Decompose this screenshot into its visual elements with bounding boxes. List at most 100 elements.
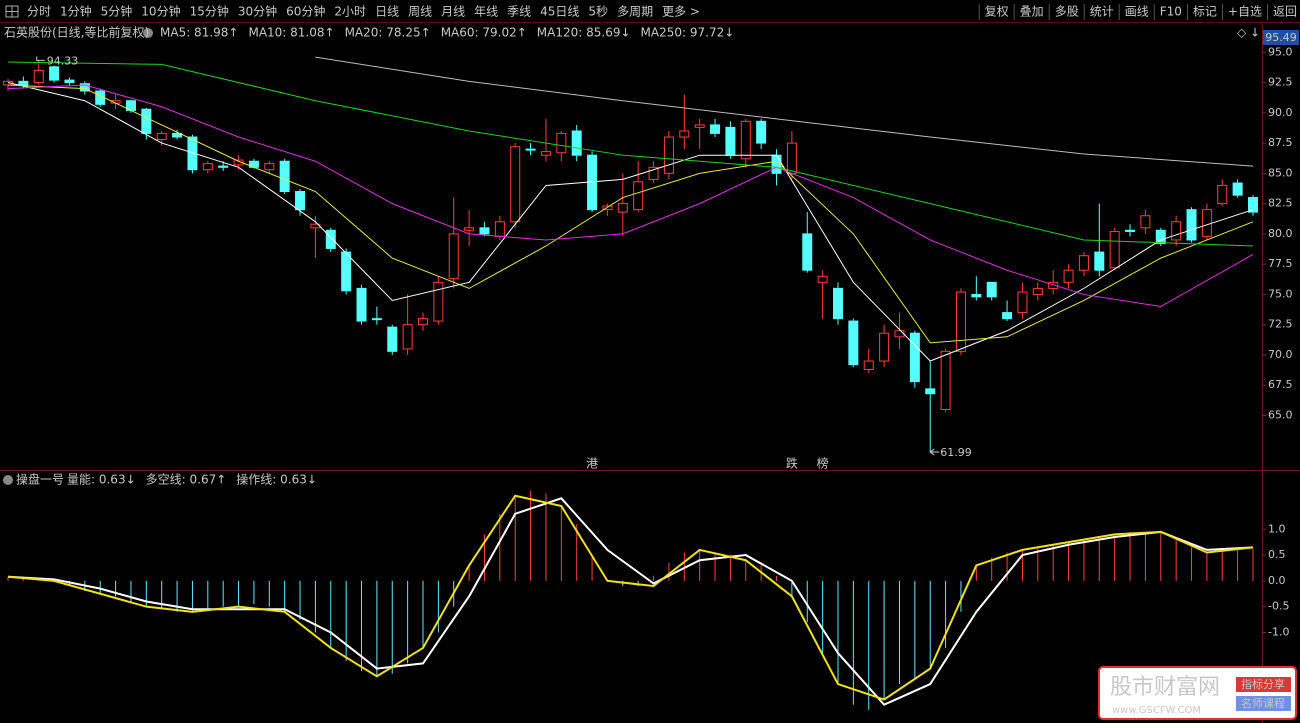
toolbar-item[interactable]: 多周期 [617,5,653,19]
legend-entry: MA60: 79.02↑ [441,26,527,40]
toolbar-item[interactable]: 周线 [408,5,432,19]
watermark-tag: 指标分享 [1241,677,1285,691]
candle-body [448,233,459,280]
grid-icon [5,5,19,18]
ma-line [7,61,1254,247]
candle-body [218,165,229,168]
toolbar-item[interactable]: F10 [1160,5,1182,19]
candle-body [1032,287,1043,295]
toolbar-item[interactable]: 季线 [507,5,531,19]
candle-body [940,350,951,410]
candle-body [925,388,936,395]
toolbar-item[interactable]: 年线 [474,5,498,19]
candle-body [510,146,521,223]
toolbar-item[interactable]: 15分钟 [190,4,229,19]
candle-body [1232,182,1243,196]
candle-body [18,80,29,86]
candle-body [295,191,306,211]
candle-body [156,132,167,140]
candle-body [1171,221,1182,241]
candle-body [33,69,44,84]
watermark-brand: 股市财富网 [1110,675,1220,700]
candle-body [540,151,551,156]
candle-body [1155,229,1166,245]
toolbar-item[interactable]: 2小时 [334,5,366,19]
toolbar-item[interactable]: 30分钟 [238,4,277,19]
candle-body [725,126,736,156]
candle-body [433,281,444,322]
diamond-icon[interactable]: ◇ [1237,26,1247,40]
y-tick-label: 85.0 [1268,166,1293,179]
toolbar-item[interactable]: 10分钟 [141,4,180,19]
toolbar-item[interactable]: 5分钟 [101,4,133,19]
tag-box [1236,677,1291,692]
candle-body [633,181,644,211]
candle-body [1094,251,1105,271]
candle-body [571,130,582,156]
toolbar-item[interactable]: 画线 [1125,5,1149,19]
candle-body [909,332,920,383]
collapse-icon[interactable] [143,28,153,38]
candle-body [710,124,721,134]
y-tick-label: -0.5 [1268,600,1289,613]
candle-body [1002,312,1013,320]
candle-body [402,324,413,350]
candle-body [49,66,60,81]
y-tick-label: 0.0 [1268,574,1286,587]
candle-body [894,330,905,338]
event-marker[interactable]: 跌 [786,456,798,471]
toolbar-item[interactable]: 统计 [1090,5,1114,19]
candle-body [817,275,828,283]
annotation-label: 94.33 [47,54,78,67]
y-tick-label: 1.0 [1268,522,1286,535]
candle-body [848,320,859,366]
candle-body [955,291,966,352]
candle-body [79,83,90,92]
candle-body [663,136,674,174]
toolbar-item[interactable]: 5秒 [588,5,608,19]
candle-body [279,160,290,193]
legend-entry: MA5: 81.98↑ [160,26,238,40]
menu-icon[interactable]: ↓ [1250,26,1260,40]
candle-body [1063,269,1074,283]
y-tick-label: 65.0 [1268,409,1293,422]
y-tick-label: 75.0 [1268,287,1293,300]
y-tick-label: 72.5 [1268,318,1293,331]
toolbar-item[interactable]: 标记 [1193,5,1217,19]
toolbar-item[interactable]: 45日线 [540,5,579,19]
indicator-line [7,494,1254,701]
price-box-label: 95.49 [1265,31,1297,44]
candle-body [833,287,843,320]
event-marker[interactable]: 港 [586,457,598,471]
y-tick-label: 92.5 [1268,76,1293,89]
toolbar-item[interactable]: 分时 [27,5,51,19]
chart-title: 石英股份(日线,等比前复权) [4,25,149,40]
ma-line [7,84,1254,344]
toolbar-item[interactable]: 更多 > [662,5,700,19]
toolbar-item[interactable]: +自选 [1228,5,1262,19]
toolbar-item[interactable]: 1分钟 [60,4,92,19]
toolbar-item[interactable]: 复权 [985,5,1009,19]
toolbar-item[interactable]: 月线 [441,5,465,19]
toolbar-item[interactable]: 60分钟 [286,4,325,19]
toolbar-item[interactable]: 返回 [1273,5,1297,19]
watermark-tag: 名师课程 [1241,696,1285,710]
legend-entry: MA10: 81.08↑ [248,26,334,40]
collapse-icon[interactable] [3,475,13,485]
toolbar-item[interactable]: 叠加 [1020,5,1044,19]
toolbar-item[interactable]: 多股 [1055,5,1079,19]
y-tick-label: 87.5 [1268,136,1293,149]
candle-body [233,159,244,166]
candle-body [986,281,997,298]
watermark: 股市财富网 www.GSCFW.COM 指标分享 名师课程 [1098,666,1297,720]
candle-body [64,79,75,84]
candle-body [786,142,797,174]
candle-body [1140,215,1151,229]
toolbar-item[interactable]: 日线 [375,5,399,19]
price-box [1263,30,1299,45]
candle-body [325,229,336,249]
event-marker[interactable]: 榜 [817,456,829,471]
legend-entry: 量能: 0.63↓ [67,473,136,487]
